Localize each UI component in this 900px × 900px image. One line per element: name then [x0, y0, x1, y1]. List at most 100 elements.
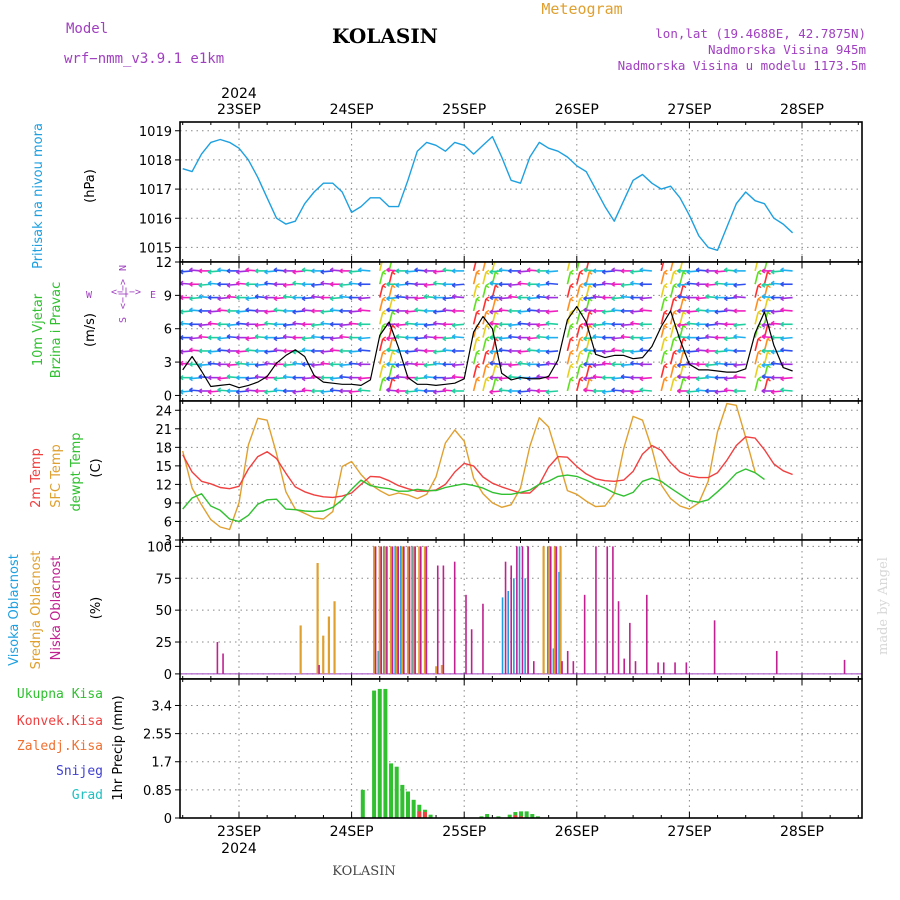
- wind-arrow: [620, 350, 625, 354]
- wind-arrow: [357, 363, 362, 367]
- total-precip-bar: [513, 812, 518, 818]
- wind-arrow: [388, 272, 393, 285]
- wind-arrow: [485, 351, 490, 355]
- wind-arrow: [583, 283, 587, 287]
- wind-arrow: [576, 262, 580, 272]
- wind-arrow: [485, 285, 490, 289]
- wind-arrow: [198, 310, 203, 314]
- wind-arrow: [414, 283, 419, 287]
- wind-arrow: [679, 312, 684, 325]
- wind-arrow: [198, 296, 203, 300]
- wind-arrow: [254, 296, 259, 300]
- wind-arrow: [329, 298, 334, 302]
- wind-arrow: [723, 389, 728, 393]
- wind-arrow: [639, 296, 652, 300]
- wind-arrow: [482, 365, 487, 378]
- wind-arrow: [382, 298, 387, 302]
- wind-arrow: [245, 309, 250, 313]
- wind-arrow: [630, 377, 634, 381]
- wind-arrow: [395, 296, 400, 300]
- wind-arrow: [592, 284, 597, 288]
- wind-arrow: [245, 338, 250, 342]
- wind-arrow: [780, 298, 785, 302]
- wind-arrow: [585, 378, 590, 392]
- wind-arrow: [639, 389, 644, 393]
- wind-arrow: [207, 297, 212, 301]
- wind-arrow: [482, 285, 487, 298]
- wind-arrow: [433, 391, 437, 395]
- wind-arrow: [536, 364, 541, 368]
- wind-arrow: [545, 351, 550, 355]
- wind-arrow: [391, 351, 396, 355]
- wind-arrow: [566, 325, 572, 338]
- conv-precip-bar: [513, 815, 518, 818]
- wind-arrow: [235, 282, 240, 286]
- wind-arrow: [301, 283, 306, 287]
- wind-arrow: [264, 362, 268, 366]
- wind-arrow: [388, 298, 393, 312]
- wind-arrow: [677, 324, 681, 328]
- wind-arrow: [207, 362, 212, 366]
- wind-arrow: [382, 378, 387, 382]
- wind-arrow: [663, 338, 668, 342]
- wind-arrow: [566, 352, 572, 365]
- wind-arrow: [588, 271, 593, 275]
- wind-arrow: [761, 350, 766, 354]
- wind-arrow: [442, 338, 447, 342]
- wind-arrow: [695, 269, 700, 273]
- wind-arrow: [686, 282, 691, 286]
- wind-arrow: [273, 309, 278, 313]
- wind-arrow: [198, 376, 203, 380]
- wind-arrow: [476, 311, 480, 315]
- wind-arrow: [733, 270, 738, 274]
- wind-arrow: [669, 352, 675, 365]
- wind-arrow: [601, 322, 606, 326]
- wind-arrow: [357, 283, 362, 287]
- wind-arrow: [754, 262, 759, 272]
- wind-arrow: [714, 362, 719, 366]
- wind-arrow: [576, 338, 581, 352]
- cloud-panel: 0 25 50 75 100: [147, 539, 863, 683]
- wind-arrow: [264, 297, 268, 301]
- wind-arrow: [171, 311, 174, 313]
- wind-arrow: [669, 298, 675, 312]
- elevation: Nadmorska Visina 945m: [708, 42, 866, 57]
- wind-arrow: [329, 283, 334, 287]
- wind-arrow: [588, 378, 593, 382]
- day-label-top: 26SEP: [555, 102, 599, 118]
- wind-arrow: [391, 378, 396, 382]
- wind-arrow: [472, 272, 478, 285]
- wind-arrow: [414, 363, 419, 367]
- wind-arrow: [329, 349, 334, 353]
- total-precip-bar: [496, 816, 501, 818]
- wind-arrow: [620, 336, 625, 340]
- wind-arrow: [757, 298, 762, 302]
- wind-arrow: [378, 378, 384, 392]
- wind-arrow: [433, 282, 437, 286]
- wind-arrow: [494, 338, 499, 342]
- wind-arrow: [423, 310, 428, 314]
- wind-arrow: [311, 364, 315, 368]
- wind-arrow: [217, 389, 222, 393]
- wind-arrow: [442, 363, 447, 367]
- wind-arrow: [395, 376, 400, 380]
- wind-arrow: [761, 336, 766, 340]
- precip-frozen-label: Zaledj.Kisa: [17, 739, 103, 754]
- wind-arrow: [682, 325, 687, 329]
- wind-arrow: [282, 376, 287, 380]
- wind-arrow: [663, 378, 668, 382]
- wind-arrow: [348, 351, 353, 355]
- wind-arrow: [517, 311, 522, 315]
- wind-arrow: [576, 365, 581, 378]
- wind-arrow: [311, 376, 315, 380]
- wind-arrow: [489, 351, 494, 355]
- wind-arrow: [382, 311, 387, 315]
- wind-arrow: [585, 325, 590, 338]
- wind-arrow: [414, 269, 419, 273]
- wind-arrow: [476, 338, 480, 342]
- wind-arrow: [442, 323, 447, 327]
- wind-arrow: [292, 297, 297, 301]
- wind-arrow: [611, 338, 616, 342]
- wind-arrow: [545, 282, 550, 286]
- wind-arrow: [472, 338, 478, 352]
